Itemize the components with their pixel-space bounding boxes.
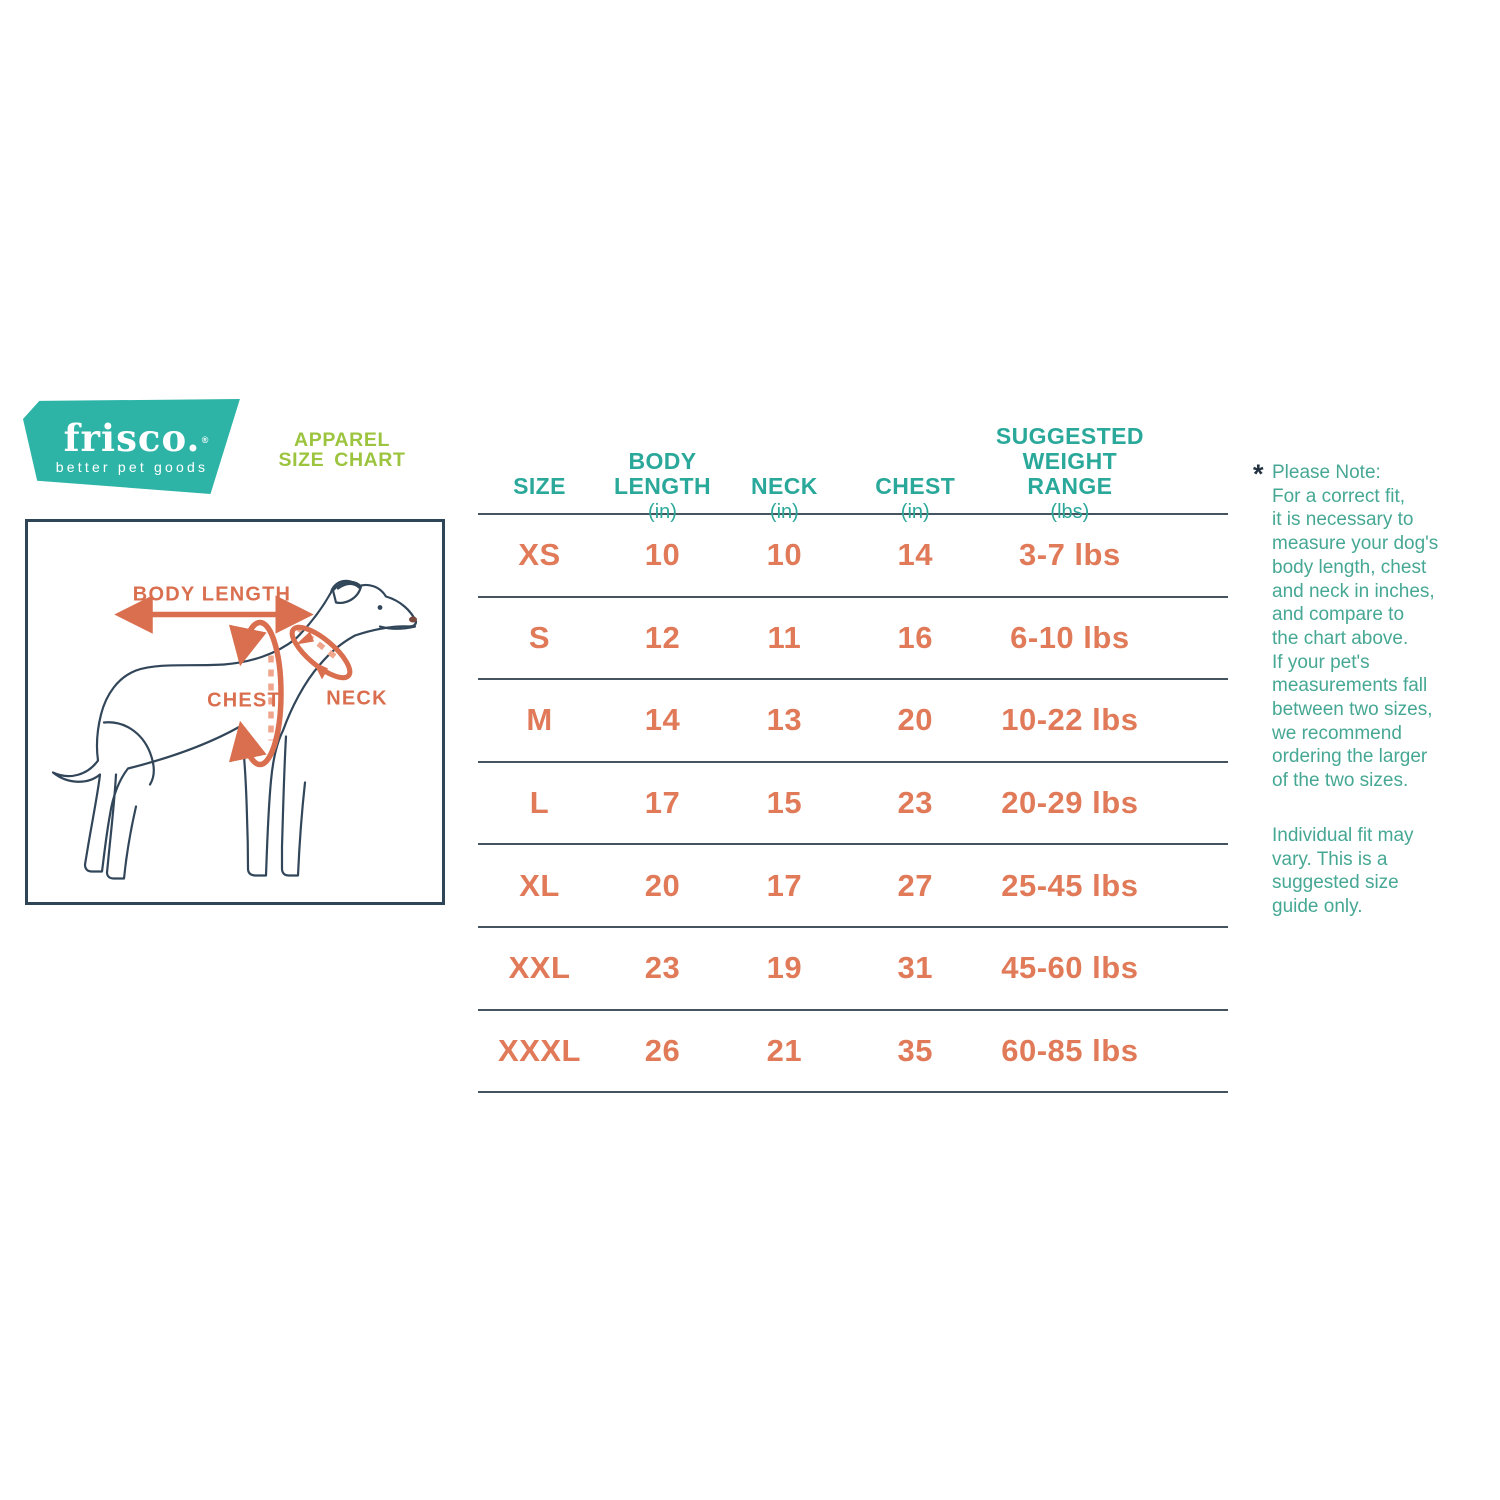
cell-body-length: 12 <box>644 619 681 655</box>
header-label: NECK <box>750 473 818 499</box>
cell-chest: 20 <box>897 702 933 738</box>
table-row: S 12 11 16 6-10 lbs <box>478 598 1228 681</box>
registered-mark: ® <box>201 435 210 445</box>
header-unit: (in) <box>769 501 799 523</box>
cell-neck: 19 <box>766 950 803 986</box>
table-row: XL 20 17 27 25-45 lbs <box>478 845 1228 928</box>
table-row: M 14 13 20 10-22 lbs <box>478 680 1228 763</box>
asterisk-mark: * <box>1253 459 1264 489</box>
brand-name: frisco. ® <box>64 420 209 457</box>
cell-size: XXXL <box>498 1032 581 1068</box>
cell-weight: 3-7 lbs <box>1019 537 1121 573</box>
cell-neck: 21 <box>766 1032 803 1068</box>
cell-chest: 16 <box>897 619 933 655</box>
cell-neck: 17 <box>766 867 803 903</box>
header-unit: (in) <box>900 501 930 523</box>
chest-label: CHEST <box>207 690 281 712</box>
apparel-size-table: SIZE BODY LENGTH (in) NECK (in) CHEST (i… <box>478 424 1228 1094</box>
neck-dashed-line <box>294 624 342 663</box>
fit-note-paragraph-2: Individual fit may vary. This is a sugge… <box>1272 824 1414 917</box>
dog-nose <box>409 616 417 623</box>
cell-weight: 25-45 lbs <box>1001 867 1139 903</box>
fit-note-paragraph-1: Please Note: For a correct fit, it is ne… <box>1272 462 1439 792</box>
cell-size: XL <box>519 867 560 903</box>
cell-body-length: 20 <box>644 867 681 903</box>
cell-weight: 6-10 lbs <box>1010 619 1130 655</box>
column-header-size: SIZE <box>478 424 601 525</box>
table-header-row: SIZE BODY LENGTH (in) NECK (in) CHEST (i… <box>478 424 1228 523</box>
neck-arrowhead-upper <box>296 631 314 645</box>
cell-neck: 13 <box>766 702 803 738</box>
page-title: APPAREL SIZE CHART <box>272 429 412 471</box>
cell-size: S <box>528 619 551 655</box>
column-header-chest: CHEST (in) <box>845 424 986 525</box>
fit-note: Please Note: For a correct fit, it is ne… <box>1272 461 1462 919</box>
page-title-line1: APPAREL <box>294 429 390 451</box>
cell-neck: 11 <box>767 619 802 655</box>
cell-chest: 27 <box>897 867 933 903</box>
cell-body-length: 17 <box>644 785 681 821</box>
cell-chest: 23 <box>897 785 933 821</box>
cell-size: XXL <box>508 950 571 986</box>
cell-body-length: 26 <box>644 1032 681 1068</box>
column-header-body-length: BODY LENGTH (in) <box>601 424 724 525</box>
cell-chest: 14 <box>897 537 933 573</box>
cell-chest: 35 <box>897 1032 933 1068</box>
dog-illustration: BODY LENGTH CHEST NECK <box>51 579 418 880</box>
cell-body-length: 14 <box>644 702 681 738</box>
cell-weight: 10-22 lbs <box>1001 702 1139 738</box>
dog-measurement-diagram: BODY LENGTH CHEST NECK <box>25 519 445 905</box>
page-title-line2: SIZE CHART <box>278 448 406 471</box>
cell-size: L <box>529 785 550 821</box>
cell-neck: 15 <box>766 785 803 821</box>
header-label: SUGGESTED WEIGHT RANGE <box>995 423 1144 499</box>
dashed-guides <box>268 624 342 741</box>
header-unit: (in) <box>648 501 677 523</box>
table-row: L 17 15 23 20-29 lbs <box>478 763 1228 846</box>
cell-size: M <box>526 702 553 738</box>
header-label: BODY LENGTH <box>614 448 711 499</box>
frisco-logo-banner: frisco. ® better pet goods <box>23 399 240 494</box>
table-row: XXXL 26 21 35 60-85 lbs <box>478 1011 1228 1094</box>
brand-tagline: better pet goods <box>55 459 209 475</box>
dog-eye <box>377 605 383 610</box>
cell-chest: 31 <box>897 950 933 986</box>
dog-outline <box>51 579 418 880</box>
neck-label: NECK <box>326 688 387 710</box>
table-row: XS 10 10 14 3-7 lbs <box>478 515 1228 598</box>
body-length-label: BODY LENGTH <box>133 584 291 606</box>
column-header-neck: NECK (in) <box>724 424 845 525</box>
table-row: XXL 23 19 31 45-60 lbs <box>478 928 1228 1011</box>
header-unit: (lbs) <box>1050 501 1090 523</box>
chest-girth-arrow <box>228 619 284 768</box>
cell-body-length: 10 <box>644 537 681 573</box>
cell-weight: 60-85 lbs <box>1001 1032 1139 1068</box>
header-label: SIZE <box>513 473 566 499</box>
neck-arrowhead-lower <box>313 661 328 680</box>
cell-body-length: 23 <box>644 950 681 986</box>
cell-neck: 10 <box>766 537 803 573</box>
column-header-weight-range: SUGGESTED WEIGHT RANGE (lbs) <box>986 424 1228 525</box>
cell-weight: 45-60 lbs <box>1001 950 1139 986</box>
cell-weight: 20-29 lbs <box>1001 785 1139 821</box>
cell-size: XS <box>518 537 561 573</box>
header-label: CHEST <box>875 473 956 499</box>
brand-text: frisco. <box>63 416 201 460</box>
neck-girth-ellipse <box>289 624 353 681</box>
